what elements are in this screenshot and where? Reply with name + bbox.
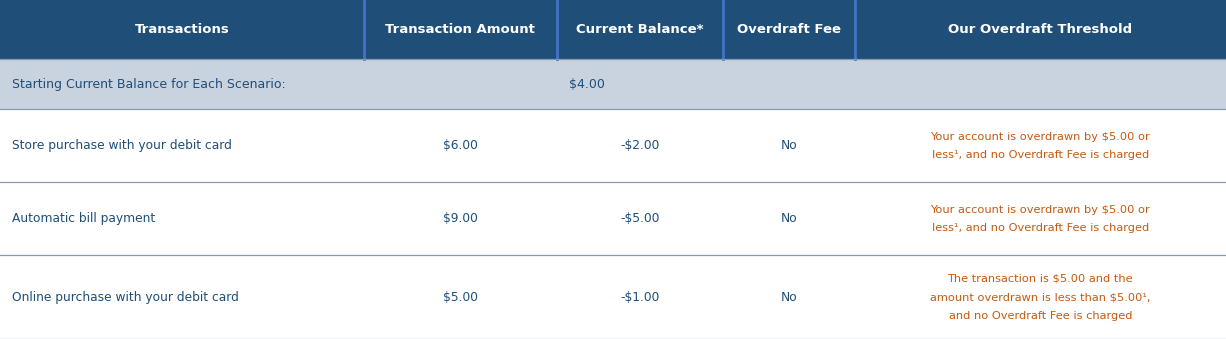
Text: Overdraft Fee: Overdraft Fee [737,23,841,36]
Text: Our Overdraft Threshold: Our Overdraft Threshold [948,23,1133,36]
Text: The transaction is $5.00 and the: The transaction is $5.00 and the [948,274,1133,283]
Text: $9.00: $9.00 [443,212,478,225]
Text: amount overdrawn is less than $5.00¹,: amount overdrawn is less than $5.00¹, [931,292,1150,302]
Text: -$1.00: -$1.00 [620,291,660,304]
Text: and no Overdraft Fee is charged: and no Overdraft Fee is charged [949,311,1132,321]
Text: Your account is overdrawn by $5.00 or: Your account is overdrawn by $5.00 or [931,132,1150,142]
Text: No: No [781,291,797,304]
Text: No: No [781,212,797,225]
Text: Your account is overdrawn by $5.00 or: Your account is overdrawn by $5.00 or [931,204,1150,215]
Text: -$2.00: -$2.00 [620,139,660,153]
Text: Store purchase with your debit card: Store purchase with your debit card [12,139,232,153]
Text: Automatic bill payment: Automatic bill payment [12,212,156,225]
Text: Transactions: Transactions [135,23,229,36]
Bar [0,59,1226,109]
Bar [0,0,1226,59]
Text: No: No [781,139,797,153]
Text: -$5.00: -$5.00 [620,212,660,225]
Text: Starting Current Balance for Each Scenario:: Starting Current Balance for Each Scenar… [12,78,286,91]
Text: less¹, and no Overdraft Fee is charged: less¹, and no Overdraft Fee is charged [932,223,1149,233]
Bar [0,109,1226,182]
Bar [0,182,1226,255]
Text: $6.00: $6.00 [443,139,478,153]
Text: Current Balance*: Current Balance* [576,23,704,36]
Text: Online purchase with your debit card: Online purchase with your debit card [12,291,239,304]
Text: less¹, and no Overdraft Fee is charged: less¹, and no Overdraft Fee is charged [932,150,1149,160]
Text: Transaction Amount: Transaction Amount [385,23,536,36]
Bar [0,255,1226,339]
Text: $4.00: $4.00 [569,78,604,91]
Text: $5.00: $5.00 [443,291,478,304]
